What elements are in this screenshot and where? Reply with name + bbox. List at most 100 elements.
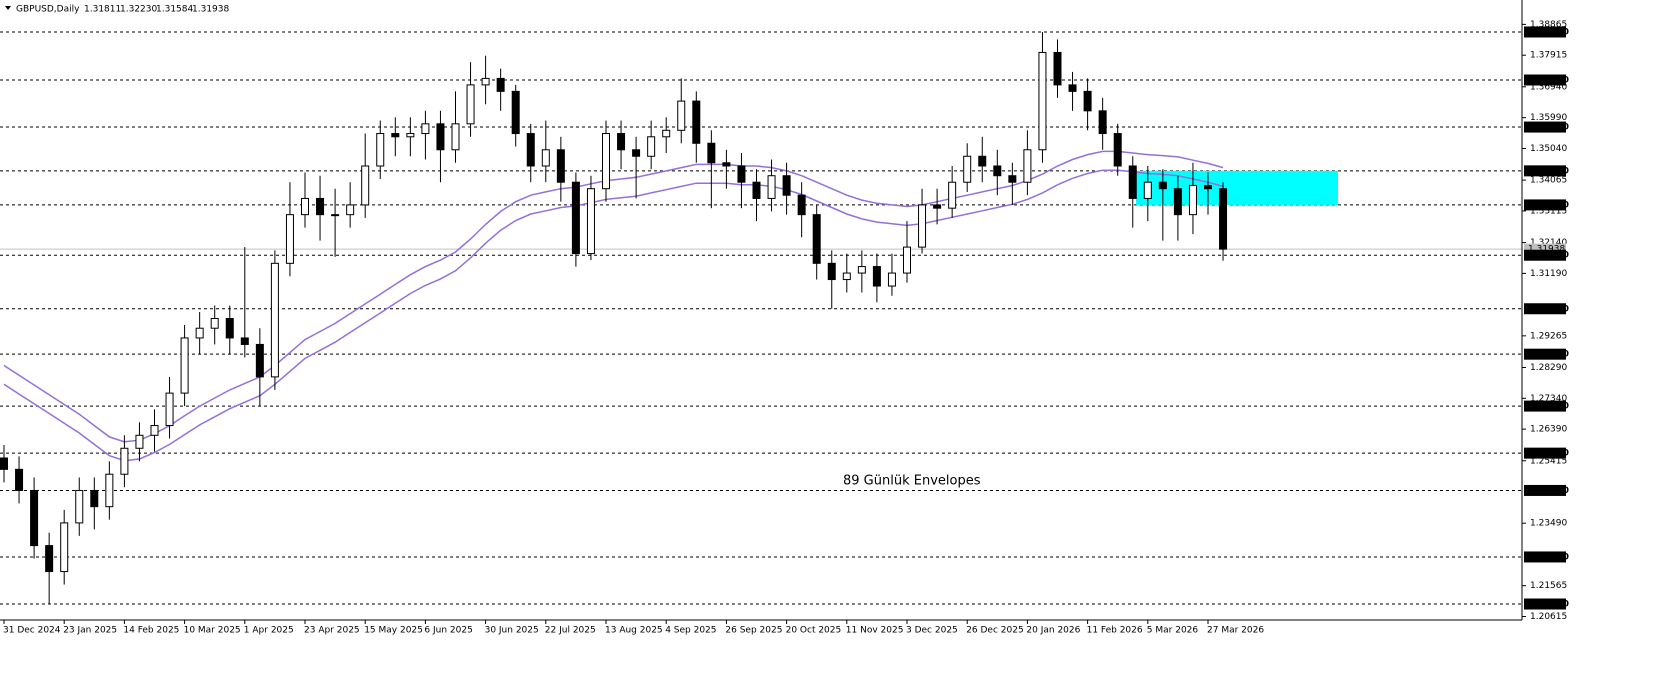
- candle-body: [195, 327, 204, 339]
- y-tick-label: 1.25415: [1530, 456, 1567, 466]
- x-tick-label: 13 Aug 2025: [605, 626, 663, 636]
- candle-body: [571, 181, 580, 255]
- level-label-box: [1524, 484, 1566, 496]
- candle-body: [692, 100, 701, 144]
- x-tick-label: 11 Nov 2025: [846, 626, 904, 636]
- level-label: 1.24500: [1528, 486, 1569, 496]
- candle-body: [812, 214, 821, 264]
- candle-body: [270, 262, 279, 378]
- y-tick-label: 1.33115: [1530, 206, 1567, 216]
- candle-body: [707, 142, 716, 164]
- y-tick-label: 1.35040: [1530, 144, 1567, 154]
- header-open: 1.31811: [84, 5, 121, 15]
- candle-body: [857, 266, 866, 274]
- candle-body: [496, 77, 505, 92]
- candle-body: [782, 175, 791, 196]
- candle-body: [451, 123, 460, 151]
- candle-body: [421, 123, 430, 135]
- x-tick-label: 10 Mar 2025: [184, 626, 241, 636]
- candle-body: [526, 133, 535, 167]
- level-label-box: [1524, 74, 1566, 86]
- price-label-box: [1524, 243, 1566, 255]
- symbol: GBPUSD,Daily: [16, 5, 80, 15]
- header-close: 1.31938: [192, 5, 229, 15]
- candle-body: [75, 489, 84, 524]
- candle-body: [1098, 110, 1107, 135]
- level-label: 1.31750: [1528, 251, 1569, 261]
- candle-body: [887, 272, 896, 287]
- y-tick-label: 1.34065: [1530, 176, 1567, 186]
- candle-body: [1173, 188, 1182, 216]
- candle-body: [180, 337, 189, 394]
- candle-body: [90, 489, 99, 508]
- x-tick-label: 27 Mar 2026: [1207, 626, 1264, 636]
- candle-body: [331, 214, 340, 217]
- x-tick-label: 22 Jul 2025: [545, 626, 596, 636]
- y-tick-label: 1.35990: [1530, 113, 1567, 123]
- candle-body: [752, 181, 761, 199]
- candle-body: [827, 262, 836, 281]
- candle-body: [617, 133, 626, 151]
- candle-body: [436, 123, 445, 151]
- candle-body: [1038, 51, 1047, 151]
- candle-body: [361, 165, 370, 206]
- candle-body: [150, 425, 159, 436]
- candle-body: [1053, 51, 1062, 86]
- candle-body: [1143, 181, 1152, 199]
- candle-body: [105, 473, 114, 508]
- candle-body: [586, 188, 595, 255]
- x-tick-label: 11 Feb 2026: [1087, 626, 1143, 636]
- candle-body: [1113, 133, 1122, 167]
- y-tick-label: 1.38865: [1530, 20, 1567, 30]
- candle-body: [632, 149, 641, 157]
- level-label-box: [1524, 249, 1566, 261]
- candle-body: [662, 129, 671, 138]
- candle-body: [15, 468, 24, 491]
- level-label-box: [1524, 551, 1566, 563]
- candle-body: [391, 133, 400, 138]
- candle-body: [316, 197, 325, 216]
- level-label: 1.21000: [1528, 600, 1569, 610]
- candle-body: [933, 204, 942, 209]
- candle-body: [541, 149, 550, 167]
- y-tick-label: 1.23490: [1530, 519, 1567, 529]
- candle-body: [722, 162, 731, 167]
- y-tick-label: 1.20615: [1530, 612, 1567, 622]
- x-tick-label: 26 Sep 2025: [725, 626, 782, 636]
- y-tick-label: 1.28290: [1530, 363, 1567, 373]
- candle-body: [918, 204, 927, 248]
- price-label: 1.31938: [1528, 245, 1565, 255]
- x-tick-label: 20 Jan 2026: [1026, 626, 1080, 636]
- candle-body: [1083, 90, 1092, 112]
- candle-body: [647, 136, 656, 157]
- candle-body: [1008, 175, 1017, 183]
- x-tick-label: 15 May 2025: [364, 626, 423, 636]
- candle-body: [872, 266, 881, 287]
- level-label: 1.35700: [1528, 123, 1569, 133]
- y-tick-label: 1.31190: [1530, 269, 1567, 279]
- level-label-box: [1524, 121, 1566, 133]
- candle-body: [511, 90, 520, 135]
- header-low: 1.31584: [156, 5, 193, 15]
- level-label: 1.30100: [1528, 304, 1569, 314]
- x-tick-label: 4 Sep 2025: [665, 626, 716, 636]
- y-tick-label: 1.21565: [1530, 581, 1567, 591]
- header-high: 1.32230: [120, 5, 157, 15]
- x-tick-label: 1 Apr 2025: [244, 626, 294, 636]
- x-tick-label: 3 Dec 2025: [906, 626, 958, 636]
- level-label: 1.28700: [1528, 350, 1569, 360]
- candle-body: [60, 522, 69, 573]
- candle-body: [135, 434, 144, 449]
- candle-body: [1128, 165, 1137, 199]
- level-label-box: [1524, 400, 1566, 412]
- candle-body: [0, 457, 8, 470]
- candle-body: [240, 337, 249, 345]
- candle-body: [466, 84, 475, 125]
- candle-body: [255, 343, 264, 378]
- level-label: 1.38630: [1528, 27, 1569, 37]
- x-tick-label: 23 Apr 2025: [304, 626, 360, 636]
- level-label-box: [1524, 199, 1566, 211]
- candle-body: [120, 447, 129, 475]
- candle-body: [963, 155, 972, 183]
